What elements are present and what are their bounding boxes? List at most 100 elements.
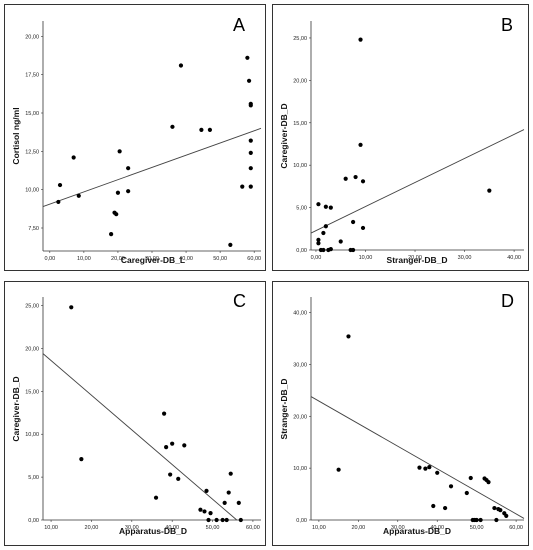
chart-b-data-point bbox=[358, 37, 363, 42]
chart-a-data-point bbox=[57, 182, 63, 188]
chart-d-xtick-label: 20,00 bbox=[351, 525, 365, 531]
chart-b-data-point bbox=[316, 202, 321, 207]
chart-d-data-point bbox=[346, 334, 351, 339]
chart-c: 0,00 5,00 10,00 15,00 20,00 25,00 10,00 20,00 30… bbox=[11, 291, 261, 536]
chart-a-xtick-label: 50,00 bbox=[213, 256, 227, 262]
panel-a: 7,50 10,00 12,50 15,00 17,50 20,00 0,00 10,00 20… bbox=[4, 4, 266, 271]
chart-a-data-point bbox=[228, 242, 233, 247]
chart-c-data-point bbox=[226, 490, 231, 495]
chart-c-data-point bbox=[208, 511, 213, 516]
chart-b-data-point bbox=[328, 205, 333, 210]
chart-d-y-axis-label: Stranger-DB_D bbox=[279, 379, 289, 440]
chart-b-data-point bbox=[351, 219, 356, 225]
chart-d-data-point bbox=[336, 467, 341, 472]
chart-c-data-point bbox=[206, 517, 211, 523]
chart-c-xtick-label: 40,00 bbox=[165, 525, 179, 531]
chart-b-ytick-label: 25,00 bbox=[293, 36, 307, 42]
chart-a-data-point bbox=[115, 190, 121, 195]
chart-c-data-point bbox=[69, 305, 74, 310]
chart-c-data-point bbox=[202, 509, 207, 514]
chart-d-ytick-label: 30,00 bbox=[293, 362, 307, 368]
chart-a-data-point bbox=[76, 193, 81, 198]
chart-a-data-point bbox=[248, 184, 253, 189]
chart-d-xtick-label: 10,00 bbox=[312, 525, 326, 531]
chart-a-x-axis-label: Caregiver-DB_L bbox=[121, 255, 185, 265]
chart-c-ytick-label: 25,00 bbox=[25, 304, 39, 310]
chart-d-xtick-label: 50,00 bbox=[470, 525, 484, 531]
chart-a-data-point bbox=[56, 199, 61, 205]
chart-d-panel-letter: D bbox=[501, 291, 514, 311]
chart-c-data-point bbox=[153, 495, 159, 500]
chart-b-xtick-label: 20,00 bbox=[408, 255, 422, 261]
chart-d-data-point bbox=[417, 465, 422, 470]
chart-a-data-point bbox=[240, 184, 245, 189]
chart-b-xtick-label: 10,00 bbox=[359, 255, 373, 261]
chart-d-ytick-label: 20,00 bbox=[293, 414, 307, 420]
chart-b-ytick-label: 10,00 bbox=[293, 163, 307, 169]
chart-a-data-point bbox=[117, 149, 122, 154]
chart-b-xtick-label: 40,00 bbox=[507, 255, 521, 261]
chart-a-data-point bbox=[126, 166, 131, 171]
chart-a-xtick-label: 40,00 bbox=[179, 256, 193, 262]
chart-d-data-point bbox=[468, 475, 473, 481]
chart-d-data-point bbox=[498, 508, 503, 513]
chart-b-data-point bbox=[358, 142, 363, 147]
chart-a-data-point bbox=[248, 150, 253, 155]
chart-a-ytick-label: 12,50 bbox=[25, 149, 39, 155]
chart-c-xtick-label: 10,00 bbox=[44, 525, 58, 531]
chart-d-data-point bbox=[504, 513, 509, 518]
chart-c-data-point bbox=[198, 507, 203, 512]
chart-a-data-point bbox=[126, 189, 131, 194]
chart-a: 7,50 10,00 12,50 15,00 17,50 20,00 0,00 10,00 20… bbox=[11, 15, 262, 265]
chart-c-data-point bbox=[224, 517, 229, 523]
chart-d-data-point bbox=[474, 517, 479, 523]
chart-c-xtick-label: 50,00 bbox=[206, 525, 220, 531]
chart-a-xtick-label: 0,00 bbox=[44, 256, 55, 262]
chart-b-data-point bbox=[353, 174, 358, 180]
chart-b: 0,00 5,00 10,00 15,00 20,00 25,00 0,00 10,00 20,… bbox=[279, 15, 525, 265]
chart-b-data-point bbox=[321, 247, 326, 253]
chart-c-xtick-label: 60,00 bbox=[246, 525, 260, 531]
chart-b-data-point bbox=[328, 247, 333, 252]
chart-d-data-point bbox=[431, 503, 436, 509]
chart-d-xtick-label: 30,00 bbox=[391, 525, 405, 531]
chart-d: 0,00 10,00 20,00 30,00 40,00 10,00 20,00 30,00 4… bbox=[279, 291, 525, 536]
panel-d: 0,00 10,00 20,00 30,00 40,00 10,00 20,00 30,00 4… bbox=[272, 281, 529, 546]
chart-d-xtick-label: 60,00 bbox=[509, 525, 523, 531]
chart-c-data-point bbox=[238, 517, 243, 523]
chart-b-data-point bbox=[323, 224, 328, 229]
chart-a-ytick-label: 20,00 bbox=[25, 34, 39, 40]
chart-c-data-point bbox=[236, 500, 241, 505]
chart-b-data-point bbox=[323, 204, 328, 209]
chart-a-ytick-label: 15,00 bbox=[25, 111, 39, 117]
chart-d-data-point bbox=[448, 484, 454, 489]
chart-b-x-axis-label: Stranger-DB_D bbox=[387, 255, 448, 265]
chart-a-trend-line bbox=[42, 127, 262, 207]
chart-b-data-point bbox=[487, 188, 492, 193]
chart-c-ytick-label: 0,00 bbox=[28, 518, 39, 524]
chart-b-ytick-label: 15,00 bbox=[293, 121, 307, 127]
chart-a-data-point bbox=[199, 127, 204, 132]
chart-b-y-axis-label: Caregiver-DB_D bbox=[279, 103, 289, 168]
chart-d-data-point bbox=[486, 480, 491, 485]
chart-a-y-axis-label: Cortisol ng/ml bbox=[11, 107, 21, 164]
chart-b-data-point bbox=[321, 230, 326, 236]
chart-a-data-point bbox=[114, 212, 119, 217]
chart-a-xtick-label: 30,00 bbox=[145, 256, 159, 262]
chart-b-trend-line bbox=[310, 129, 525, 234]
chart-c-ytick-label: 10,00 bbox=[25, 432, 39, 438]
chart-c-xtick-label: 30,00 bbox=[125, 525, 139, 531]
chart-a-data-point bbox=[248, 166, 253, 171]
chart-a-xtick-label: 20,00 bbox=[111, 256, 125, 262]
chart-a-data-point bbox=[170, 124, 175, 129]
chart-c-ytick-label: 5,00 bbox=[28, 475, 39, 481]
chart-d-data-point bbox=[464, 490, 469, 496]
panel-b: 0,00 5,00 10,00 15,00 20,00 25,00 0,00 10,00 20,… bbox=[272, 4, 529, 271]
chart-d-data-point bbox=[478, 517, 483, 523]
chart-d-data-point bbox=[492, 505, 497, 511]
chart-b-data-point bbox=[343, 176, 348, 181]
chart-c-y-axis-label: Caregiver-DB_D bbox=[11, 376, 21, 441]
chart-c-data-point bbox=[168, 472, 173, 477]
chart-a-data-point bbox=[71, 155, 76, 160]
chart-d-x-axis-label: Apparatus-DB_D bbox=[383, 526, 451, 536]
